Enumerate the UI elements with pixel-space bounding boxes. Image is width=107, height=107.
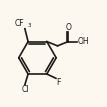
Text: Cl: Cl [21, 85, 29, 94]
Text: 3: 3 [28, 23, 31, 28]
Text: O: O [65, 22, 71, 31]
Text: F: F [56, 79, 61, 88]
Text: CF: CF [15, 19, 24, 28]
Text: OH: OH [78, 37, 89, 46]
